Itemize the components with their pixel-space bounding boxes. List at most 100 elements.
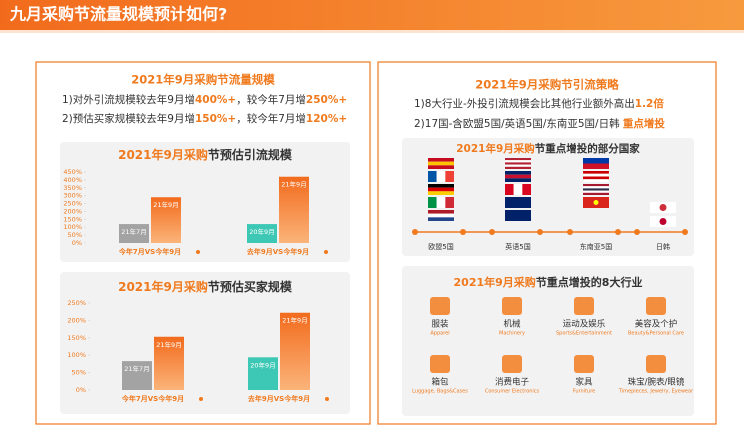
flag-stripe (583, 190, 609, 193)
y-tick-label: 250% (67, 299, 86, 307)
timeline-dot (567, 229, 573, 235)
flag-stripe (428, 213, 454, 218)
industry-name: 珠宝/腕表/眼镜 (628, 377, 685, 388)
text-part: 重点增投 (623, 117, 665, 130)
timeline-dot (537, 229, 543, 235)
flag-stripe (505, 202, 531, 208)
text-part: 1.2倍 (635, 97, 665, 110)
text-part: 120%+ (306, 113, 347, 125)
page-title: 九月采购节流量规模预计如何? (9, 5, 227, 24)
chart-title: 2021年9月采购节预估引流规模 (118, 147, 293, 162)
industry-icon (430, 355, 450, 373)
left-title: 2021年9月采购节流量规模 (131, 73, 275, 87)
text-line: 1)对外引流规模较去年9月增400%+，较今年7月增250%+ (62, 93, 347, 106)
flag-stripe (428, 184, 454, 188)
industry-en: Beauty&Personal Care (628, 331, 684, 337)
bar-label: 21年9月 (153, 200, 178, 209)
flag-stripe (428, 161, 454, 166)
text-line: 2)17国-含欧盟5国/英语5国/东南亚5国/日韩 重点增投 (414, 117, 665, 130)
y-tick-label: 50% (72, 369, 86, 377)
x-tick-label: 去年9月VS今年9月 (248, 394, 310, 403)
dot (325, 397, 329, 401)
flag-stripe (583, 202, 609, 208)
flag-stripe (583, 186, 609, 189)
y-tick-label: 0% (72, 239, 82, 247)
flag-stripe (583, 163, 609, 169)
flag-stripe (583, 176, 609, 180)
flag-stripe (583, 197, 609, 203)
industry-en: Timepieces, Jewelry, Eyewear (618, 389, 694, 395)
countries-title: 2021年9月采购节重点增投的部分国家 (456, 142, 640, 155)
flag-stripe (428, 171, 437, 182)
text-part: ，较今年7月增 (236, 112, 306, 125)
x-tick-label: 去年9月VS今年9月 (247, 247, 309, 256)
y-tick-label: 0% (76, 386, 86, 394)
flag-stripe (428, 197, 437, 208)
bar-label: 21年9月 (281, 180, 306, 189)
y-tick-label: 200% (67, 316, 86, 324)
industry-name: 箱包 (431, 377, 449, 388)
bar (279, 176, 309, 243)
industry-en: Apparel (430, 331, 449, 337)
flag-stripe (505, 184, 514, 195)
y-tick-label: 50% (68, 231, 82, 239)
flag-stripe (428, 217, 454, 221)
flag-stripe (522, 184, 531, 195)
bar (247, 224, 277, 243)
industry-icon (574, 297, 594, 315)
flag-stripe (505, 158, 531, 161)
industries-box (402, 266, 694, 416)
bar (119, 224, 149, 243)
flag-stripe (505, 215, 531, 221)
flag-stripe (428, 187, 454, 192)
flag-stripe (583, 173, 609, 177)
text-part: 2)17国-含欧盟5国/英语5国/东南亚5国/日韩 (414, 117, 623, 130)
text-part: 1)对外引流规模较去年9月增 (62, 93, 195, 106)
dot (324, 250, 328, 254)
chart-title: 2021年9月采购节预估买家规模 (118, 279, 293, 294)
timeline-dot (682, 229, 688, 235)
text-part: 150%+ (195, 113, 236, 125)
flag-stripe (436, 197, 446, 208)
flag-stripe (513, 184, 523, 195)
flag-stripe (428, 191, 454, 195)
industry-icon (502, 355, 522, 373)
flag-stripe (505, 160, 531, 163)
industry-name: 消费电子 (495, 377, 530, 388)
text-line: 2)预估买家规模较去年9月增150%+，较今年7月增120%+ (62, 112, 347, 125)
y-tick-label: 450% (63, 168, 82, 176)
countries-box (402, 138, 694, 256)
flag-emblem (593, 200, 599, 205)
text-line: 1)8大行业-外投引流规模会比其他行业额外高出1.2倍 (414, 97, 664, 110)
industry-en: Luggage, Bags&Cases (412, 389, 468, 395)
y-tick-label: 300% (63, 192, 82, 200)
bar (122, 361, 152, 390)
flag-stripe (505, 210, 531, 216)
header-rule (0, 30, 744, 33)
right-title: 2021年9月采购节引流策略 (475, 78, 619, 92)
timeline-dot (412, 229, 418, 235)
bar (151, 197, 181, 243)
timeline-dot (615, 229, 621, 235)
industry-icon (430, 297, 450, 315)
industry-en: Sports&Entertainment (556, 331, 612, 337)
flag-stripe (505, 171, 531, 175)
flag-emblem (659, 204, 667, 211)
y-tick-label: 250% (63, 200, 82, 208)
bar-label: 20年9月 (249, 227, 274, 236)
flag-stripe (505, 197, 531, 203)
text-part: 1)8大行业-外投引流规模会比其他行业额外高出 (414, 97, 635, 110)
bar-label: 20年9月 (250, 360, 275, 369)
flag-stripe (428, 210, 454, 214)
dot (196, 250, 200, 254)
flag-stripe (583, 184, 609, 187)
flag-stripe (505, 178, 531, 182)
x-tick-label: 今年7月VS今年9月 (121, 394, 184, 403)
text-part: 250%+ (306, 94, 347, 106)
flag-stripe (505, 166, 531, 169)
y-tick-label: 150% (63, 215, 82, 223)
x-tick-label: 今年7月VS今年9月 (118, 247, 181, 256)
industry-name: 美容及个护 (635, 319, 678, 330)
industry-icon (502, 297, 522, 315)
